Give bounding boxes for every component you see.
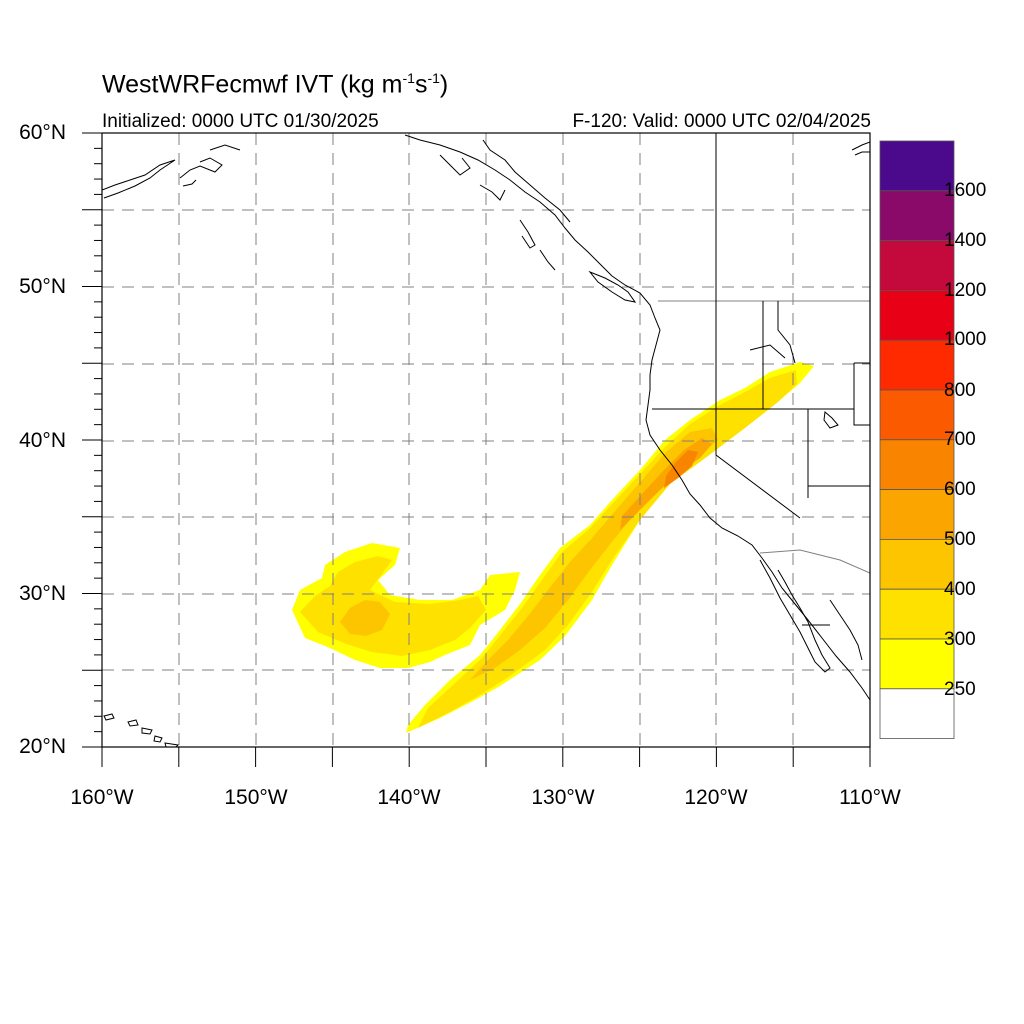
colorbar-box (879, 588, 955, 640)
ivt-plume-600 (664, 450, 698, 488)
lon-label-150w: 150°W (224, 786, 288, 809)
ivt-blob-400 (340, 600, 390, 636)
colorbar-box (879, 240, 955, 291)
lat-label-50n: 50°N (19, 275, 66, 298)
ivt-blob-300 (300, 556, 486, 656)
initialized-time: Initialized: 0000 UTC 01/30/2025 (102, 111, 379, 132)
lat-label-30n: 30°N (19, 582, 66, 605)
valid-time: F-120: Valid: 0000 UTC 02/04/2025 (572, 111, 871, 132)
legend-label-1400: 1400 (944, 230, 987, 251)
ivt-shading (292, 362, 814, 733)
colorbar-box (879, 539, 955, 590)
legend-label-1200: 1200 (944, 280, 987, 301)
colorbar-box (879, 439, 955, 490)
colorbar-box (879, 638, 955, 690)
ivt-plume-400 (470, 428, 718, 680)
ivt-plume-300 (418, 370, 797, 728)
lon-label-110w: 110°W (839, 786, 901, 809)
legend-label-700: 700 (944, 429, 976, 450)
map-title: WestWRFecmwf IVT (kg m-1s-1) (102, 70, 449, 99)
legend-label-1600: 1600 (944, 180, 987, 201)
colorbar-box (879, 339, 955, 391)
colorbar (879, 140, 955, 739)
colorbar-box (879, 389, 955, 441)
lat-label-40n: 40°N (19, 429, 66, 452)
axis-ticks (82, 132, 871, 767)
lon-label-160w: 160°W (70, 786, 134, 809)
colorbar-box (879, 289, 955, 341)
lon-label-130w: 130°W (531, 786, 595, 809)
legend-label-500: 500 (944, 529, 976, 550)
political-borders (482, 133, 870, 626)
lon-label-140w: 140°W (377, 786, 441, 809)
lon-label-120w: 120°W (684, 786, 748, 809)
legend-label-300: 300 (944, 629, 976, 650)
legend-label-600: 600 (944, 479, 976, 500)
graticule (102, 133, 870, 747)
legend-label-400: 400 (944, 579, 976, 600)
colorbar-box (879, 140, 955, 192)
colorbar-box (879, 489, 955, 540)
lat-label-60n: 60°N (19, 121, 66, 144)
lat-label-20n: 20°N (19, 735, 66, 758)
legend-label-250: 250 (944, 679, 976, 700)
legend-label-800: 800 (944, 380, 976, 401)
colorbar-box (879, 688, 955, 739)
legend-label-1000: 1000 (944, 329, 987, 350)
colorbar-box (879, 190, 955, 242)
coastlines (102, 134, 870, 747)
